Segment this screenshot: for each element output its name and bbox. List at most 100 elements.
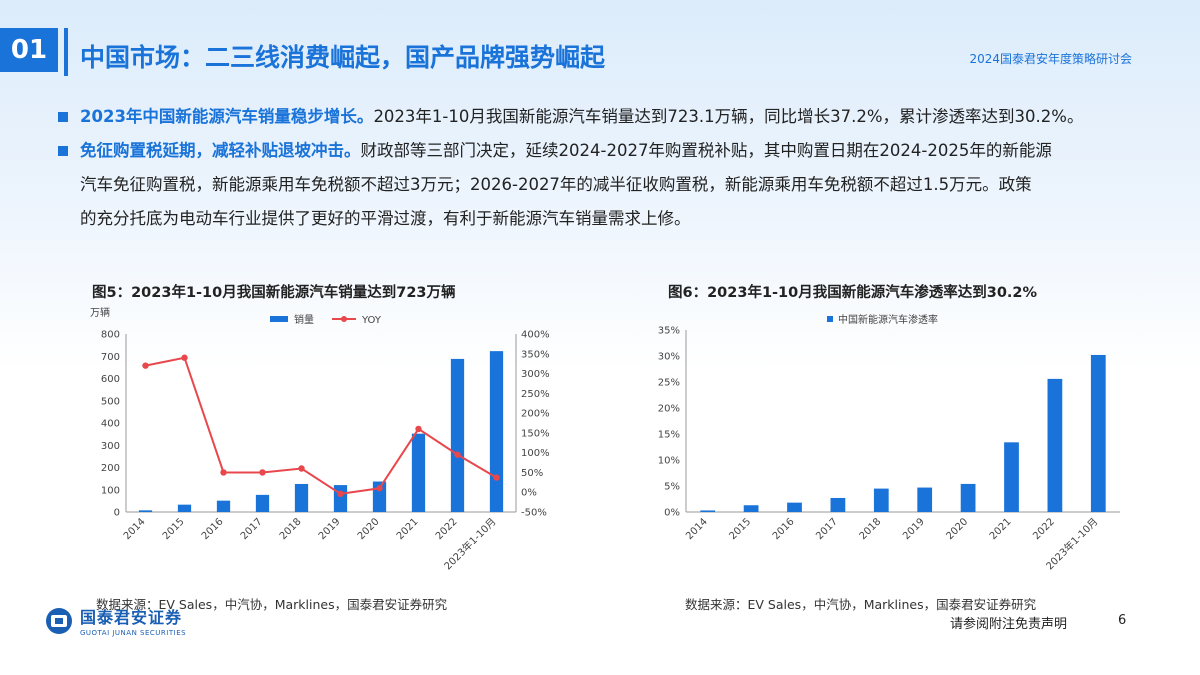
yoy-point xyxy=(298,465,305,472)
x-tick-label: 2015 xyxy=(727,516,753,542)
y-tick-label: 5% xyxy=(664,482,680,493)
bullet-item-sales: 2023年中国新能源汽车销量稳步增长。2023年1-10月我国新能源汽车销量达到… xyxy=(56,100,1156,134)
bar-sales xyxy=(177,504,192,512)
bar-sales xyxy=(489,351,504,512)
y-tick-label: 200 xyxy=(101,463,120,474)
legend-swatch-penetration xyxy=(827,316,833,322)
bar-penetration xyxy=(700,510,716,512)
bullet-text: 2023年1-10月我国新能源汽车销量达到723.1万辆，同比增长37.2%，累… xyxy=(373,107,1084,126)
y-tick-label: 500 xyxy=(101,396,120,407)
bar-sales xyxy=(333,485,348,512)
yoy-point xyxy=(415,425,422,433)
legend-marker-yoy xyxy=(341,316,347,322)
legend-label-yoy: YOY xyxy=(361,315,382,326)
yoy-point xyxy=(181,354,188,361)
y-tick-label: 35% xyxy=(658,326,680,337)
logo-mark-icon xyxy=(44,606,74,636)
x-tick-label: 2016 xyxy=(771,516,797,542)
bullet-list: 2023年中国新能源汽车销量稳步增长。2023年1-10月我国新能源汽车销量达到… xyxy=(56,100,1156,236)
event-name: 2024国泰君安年度策略研讨会 xyxy=(969,52,1132,66)
page-title: 中国市场：二三线消费崛起，国产品牌强势崛起 xyxy=(80,43,606,72)
x-tick-label: 2021 xyxy=(395,516,421,542)
bullet-lead: 免征购置税延期，减轻补贴退坡冲击。 xyxy=(80,141,361,160)
chart-title-penetration: 图6：2023年1-10月我国新能源汽车渗透率达到30.2% xyxy=(668,285,1038,301)
x-tick-label: 2020 xyxy=(356,516,382,542)
source-note-left: 数据来源：EV Sales，中汽协，Marklines，国泰君安证券研究 xyxy=(96,597,448,612)
yoy-line xyxy=(145,356,498,495)
chart-title-sales: 图5：2023年1-10月我国新能源汽车销量达到723万辆 xyxy=(92,285,456,301)
bar-sales xyxy=(138,510,153,512)
bar-sales xyxy=(255,494,270,512)
y2-tick-label: 100% xyxy=(521,448,550,459)
source-note-right: 数据来源：EV Sales，中汽协，Marklines，国泰君安证券研究 xyxy=(685,597,1037,612)
x-tick-label: 2022 xyxy=(1031,516,1057,542)
x-tick-label: 2014 xyxy=(684,516,710,542)
y-tick-label: 25% xyxy=(658,378,680,389)
x-tick-label: 2019 xyxy=(901,516,927,542)
y-tick-label: 0 xyxy=(114,508,120,519)
x-tick-label: 2022 xyxy=(434,516,460,542)
y2-tick-label: 200% xyxy=(521,409,550,420)
x-tick-label: 2015 xyxy=(161,516,187,542)
x-tick-label: 2018 xyxy=(278,516,304,542)
logo-text-en: GUOTAI JUNAN SECURITIES xyxy=(80,629,187,637)
bullet-square-icon xyxy=(58,112,68,122)
x-tick-label: 2020 xyxy=(944,516,970,542)
penetration-chart: 0% 5% 10% 15% 20% 25% 30% 35% 2014 2015 2016 2017 20… xyxy=(658,313,1120,572)
x-tick-label: 2021 xyxy=(988,516,1014,542)
company-logo: 国泰君安证券 GUOTAI JUNAN SECURITIES xyxy=(44,604,186,637)
y2-tick-label: 400% xyxy=(521,330,550,341)
bar-penetration xyxy=(1004,442,1019,512)
y2-tick-label: 150% xyxy=(521,428,550,439)
y-tick-label: 700 xyxy=(101,352,120,363)
x-tick-label: 2018 xyxy=(858,516,884,542)
y-tick-label: 600 xyxy=(101,374,120,385)
bar-penetration xyxy=(787,502,802,512)
bar-penetration xyxy=(830,497,846,512)
bullet-item-tax: 免征购置税延期，减轻补贴退坡冲击。财政部等三部门决定，延续2024-2027年购… xyxy=(56,134,1156,236)
x-tick-label: 2014 xyxy=(122,516,148,542)
x-tick-label: 2017 xyxy=(239,516,265,542)
yoy-point xyxy=(454,451,461,458)
bullet-text: 财政部等三部门决定，延续2024-2027年购置税补贴，其中购置日期在2024-… xyxy=(360,141,1052,160)
y2-tick-label: 350% xyxy=(521,349,550,360)
y-tick-label: 400 xyxy=(101,419,120,430)
sales-chart: 万辆 0 100 200 300 400 500 600 700 800 -50% 0% 50% 100%… xyxy=(90,306,550,572)
bullet-text: 汽车免征购置税，新能源乘用车免税额不超过3万元；2026-2027年的减半征收购… xyxy=(80,175,1032,194)
y-tick-label: 300 xyxy=(101,441,120,452)
bar-penetration xyxy=(873,488,889,512)
y-tick-label: 100 xyxy=(101,485,120,496)
bullet-lead: 2023年中国新能源汽车销量稳步增长。 xyxy=(80,107,374,126)
yoy-point xyxy=(220,469,227,476)
disclaimer-link[interactable]: 请参阅附注免责声明 xyxy=(950,617,1068,632)
y-tick-label: 10% xyxy=(658,456,680,467)
bar-sales xyxy=(294,483,309,512)
legend-swatch-sales xyxy=(270,316,288,322)
bar-penetration xyxy=(917,487,933,512)
y-tick-label: 15% xyxy=(658,430,680,441)
y-tick-label: 0% xyxy=(664,508,680,519)
section-number: 01 xyxy=(0,28,58,72)
bar-penetration xyxy=(743,505,759,512)
yoy-point xyxy=(376,485,383,492)
bar-sales xyxy=(450,358,465,512)
bar-penetration xyxy=(1090,354,1106,512)
yoy-point xyxy=(337,490,344,498)
x-tick-label: 2019 xyxy=(317,516,343,542)
x-tick-label: 2016 xyxy=(200,516,226,542)
y-tick-label: 30% xyxy=(658,352,680,363)
logo-text-cn: 国泰君安证券 xyxy=(80,608,183,627)
y-tick-label: 20% xyxy=(658,404,680,415)
y-tick-label: 800 xyxy=(101,330,120,341)
yoy-point xyxy=(142,362,149,369)
bar-penetration xyxy=(1047,378,1063,512)
bullet-square-icon xyxy=(58,146,68,156)
bar-penetration xyxy=(960,483,976,512)
y-axis-unit-label: 万辆 xyxy=(90,306,110,319)
section-divider xyxy=(64,28,68,76)
x-tick-label: 2017 xyxy=(814,516,840,542)
yoy-point xyxy=(259,469,266,476)
bullet-text: 的充分托底为电动车行业提供了更好的平滑过渡，有利于新能源汽车销量需求上修。 xyxy=(80,209,691,228)
legend-label-penetration: 中国新能源汽车渗透率 xyxy=(838,313,938,326)
y2-tick-label: 50% xyxy=(521,468,543,479)
